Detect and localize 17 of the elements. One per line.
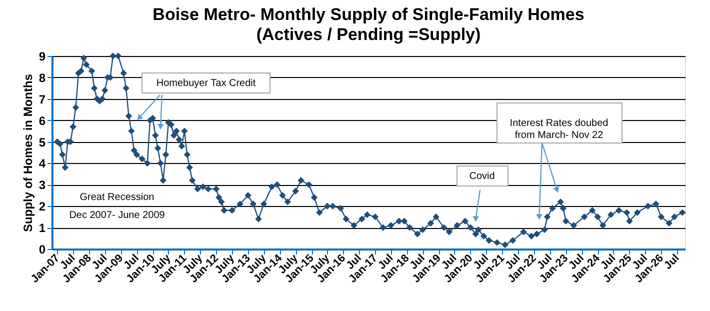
y-tick-label: 8 (38, 70, 46, 85)
annotation: Great Recession Dec 2007- June 2009 (69, 192, 166, 221)
chart-title: Boise Metro- Monthly Supply of Single-Family Homes (Actives / Pending =Supply) (152, 5, 584, 44)
y-tick-label: 4 (38, 156, 46, 171)
y-tick-label: 3 (38, 178, 46, 192)
annotation: Homebuyer Tax Credit (156, 78, 256, 89)
annotation: Covid (469, 171, 495, 182)
y-tick-label: 0 (38, 242, 46, 256)
x-tick-label: Jul (662, 252, 682, 272)
y-tick-label: 9 (38, 50, 46, 64)
annotation: Interest Rates doubed from March- Nov 22 (510, 118, 608, 141)
y-axis-title: Supply of Homes in Months (20, 74, 35, 232)
y-tick-label: 1 (38, 221, 46, 236)
y-tick-label: 6 (38, 114, 46, 128)
y-tick-label: 5 (38, 135, 46, 150)
y-tick-label: 2 (38, 200, 46, 214)
y-tick-label: 7 (38, 92, 46, 106)
